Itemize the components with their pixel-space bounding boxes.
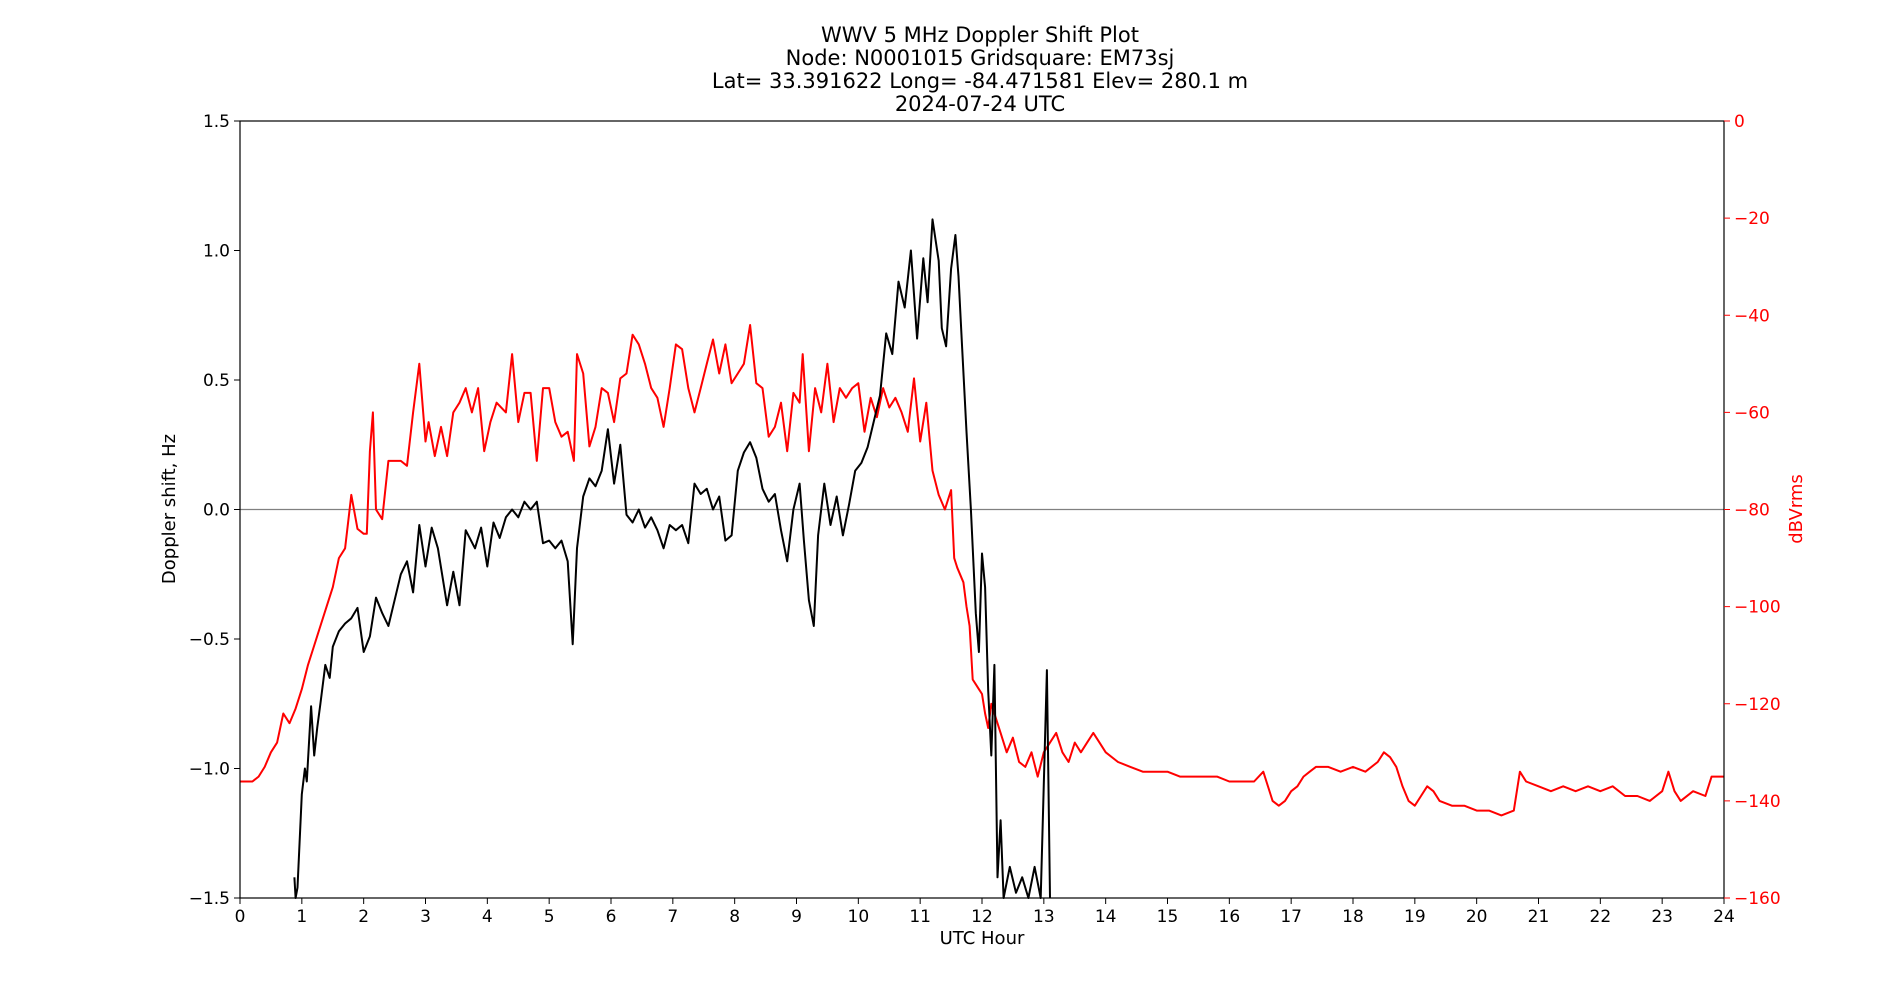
x-tick-label: 4 xyxy=(482,907,493,927)
x-tick-label: 15 xyxy=(1157,907,1179,927)
x-tick-label: 18 xyxy=(1342,907,1364,927)
axis-ticks: 0 1 2 3 4 5 6 7 8 9 10 11 12 13 14 15 16 17 18 19 20 21 22 23 24… xyxy=(189,112,1781,927)
y2-tick-label: −140 xyxy=(1734,792,1781,812)
x-tick-label: 19 xyxy=(1404,907,1426,927)
y-tick-label: 1.5 xyxy=(203,112,230,132)
y2-tick-label: −100 xyxy=(1734,598,1781,618)
y2-tick-label: −40 xyxy=(1734,306,1770,326)
x-tick-label: 10 xyxy=(848,907,870,927)
title-line-3: Lat= 33.391622 Long= -84.471581 Elev= 28… xyxy=(712,69,1248,93)
y-tick-label: 0.5 xyxy=(203,371,230,391)
chart-title: WWV 5 MHz Doppler Shift Plot Node: N0001… xyxy=(712,23,1248,116)
y-tick-label: 0.0 xyxy=(203,501,230,521)
x-tick-label: 21 xyxy=(1528,907,1550,927)
y2-tick-label: −60 xyxy=(1734,403,1770,423)
x-tick-label: 20 xyxy=(1466,907,1488,927)
y2-tick-label: −20 xyxy=(1734,209,1770,229)
x-tick-label: 8 xyxy=(729,907,740,927)
x-tick-label: 16 xyxy=(1219,907,1241,927)
x-tick-label: 5 xyxy=(544,907,555,927)
title-line-4: 2024-07-24 UTC xyxy=(895,92,1065,116)
x-tick-label: 2 xyxy=(358,907,369,927)
y2-tick-label: 0 xyxy=(1734,112,1745,132)
y2-tick-label: −160 xyxy=(1734,889,1781,909)
y2-axis-label: dBVrms xyxy=(1786,474,1807,544)
y-tick-label: −1.5 xyxy=(189,889,230,909)
y-tick-label: −0.5 xyxy=(189,630,230,650)
title-line-2: Node: N0001015 Gridsquare: EM73sj xyxy=(786,46,1175,70)
x-tick-label: 0 xyxy=(235,907,246,927)
x-tick-label: 14 xyxy=(1095,907,1117,927)
y-axis-label: Doppler shift, Hz xyxy=(159,434,180,584)
x-tick-label: 6 xyxy=(606,907,617,927)
x-tick-label: 24 xyxy=(1713,907,1735,927)
x-tick-label: 13 xyxy=(1033,907,1055,927)
title-line-1: WWV 5 MHz Doppler Shift Plot xyxy=(821,23,1139,47)
x-tick-label: 7 xyxy=(667,907,678,927)
y2-tick-label: −80 xyxy=(1734,501,1770,521)
x-tick-label: 17 xyxy=(1280,907,1302,927)
x-tick-label: 9 xyxy=(791,907,802,927)
x-tick-label: 3 xyxy=(420,907,431,927)
x-tick-label: 23 xyxy=(1651,907,1673,927)
x-tick-label: 22 xyxy=(1590,907,1612,927)
x-tick-label: 1 xyxy=(296,907,307,927)
x-tick-label: 12 xyxy=(971,907,993,927)
y2-tick-label: −120 xyxy=(1734,695,1781,715)
doppler-series-line xyxy=(293,218,1051,899)
x-tick-label: 11 xyxy=(909,907,931,927)
y-tick-label: 1.0 xyxy=(203,242,230,262)
power-series-line xyxy=(240,324,1724,817)
plot-area xyxy=(240,218,1724,899)
y-tick-label: −1.0 xyxy=(189,760,230,780)
x-axis-label: UTC Hour xyxy=(940,928,1025,949)
